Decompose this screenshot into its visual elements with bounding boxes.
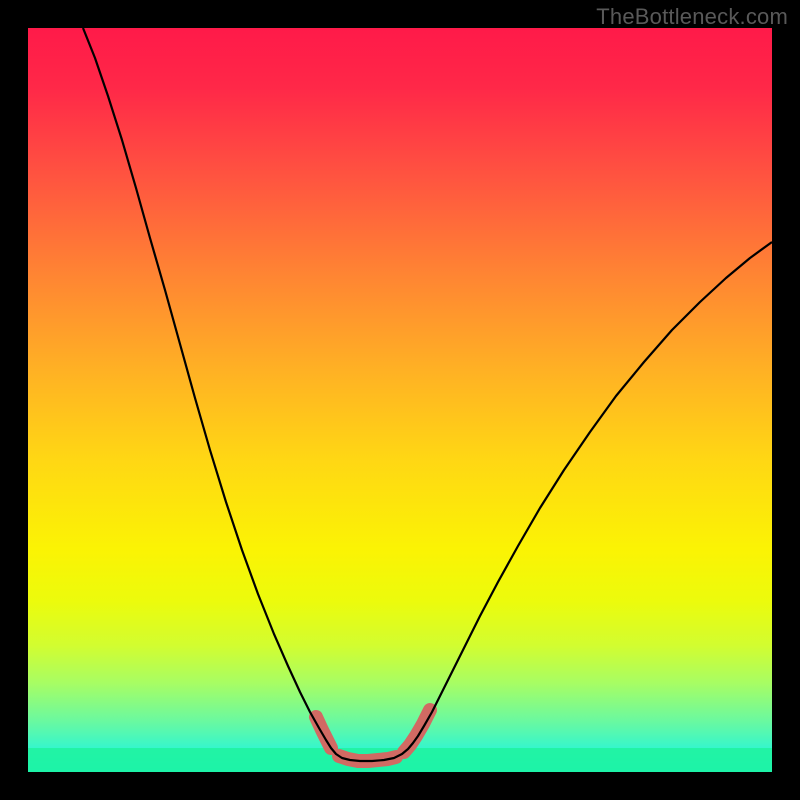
watermark-text: TheBottleneck.com	[596, 4, 788, 30]
gradient-background	[28, 28, 772, 772]
bottleneck-chart	[0, 0, 800, 800]
chart-frame: TheBottleneck.com	[0, 0, 800, 800]
